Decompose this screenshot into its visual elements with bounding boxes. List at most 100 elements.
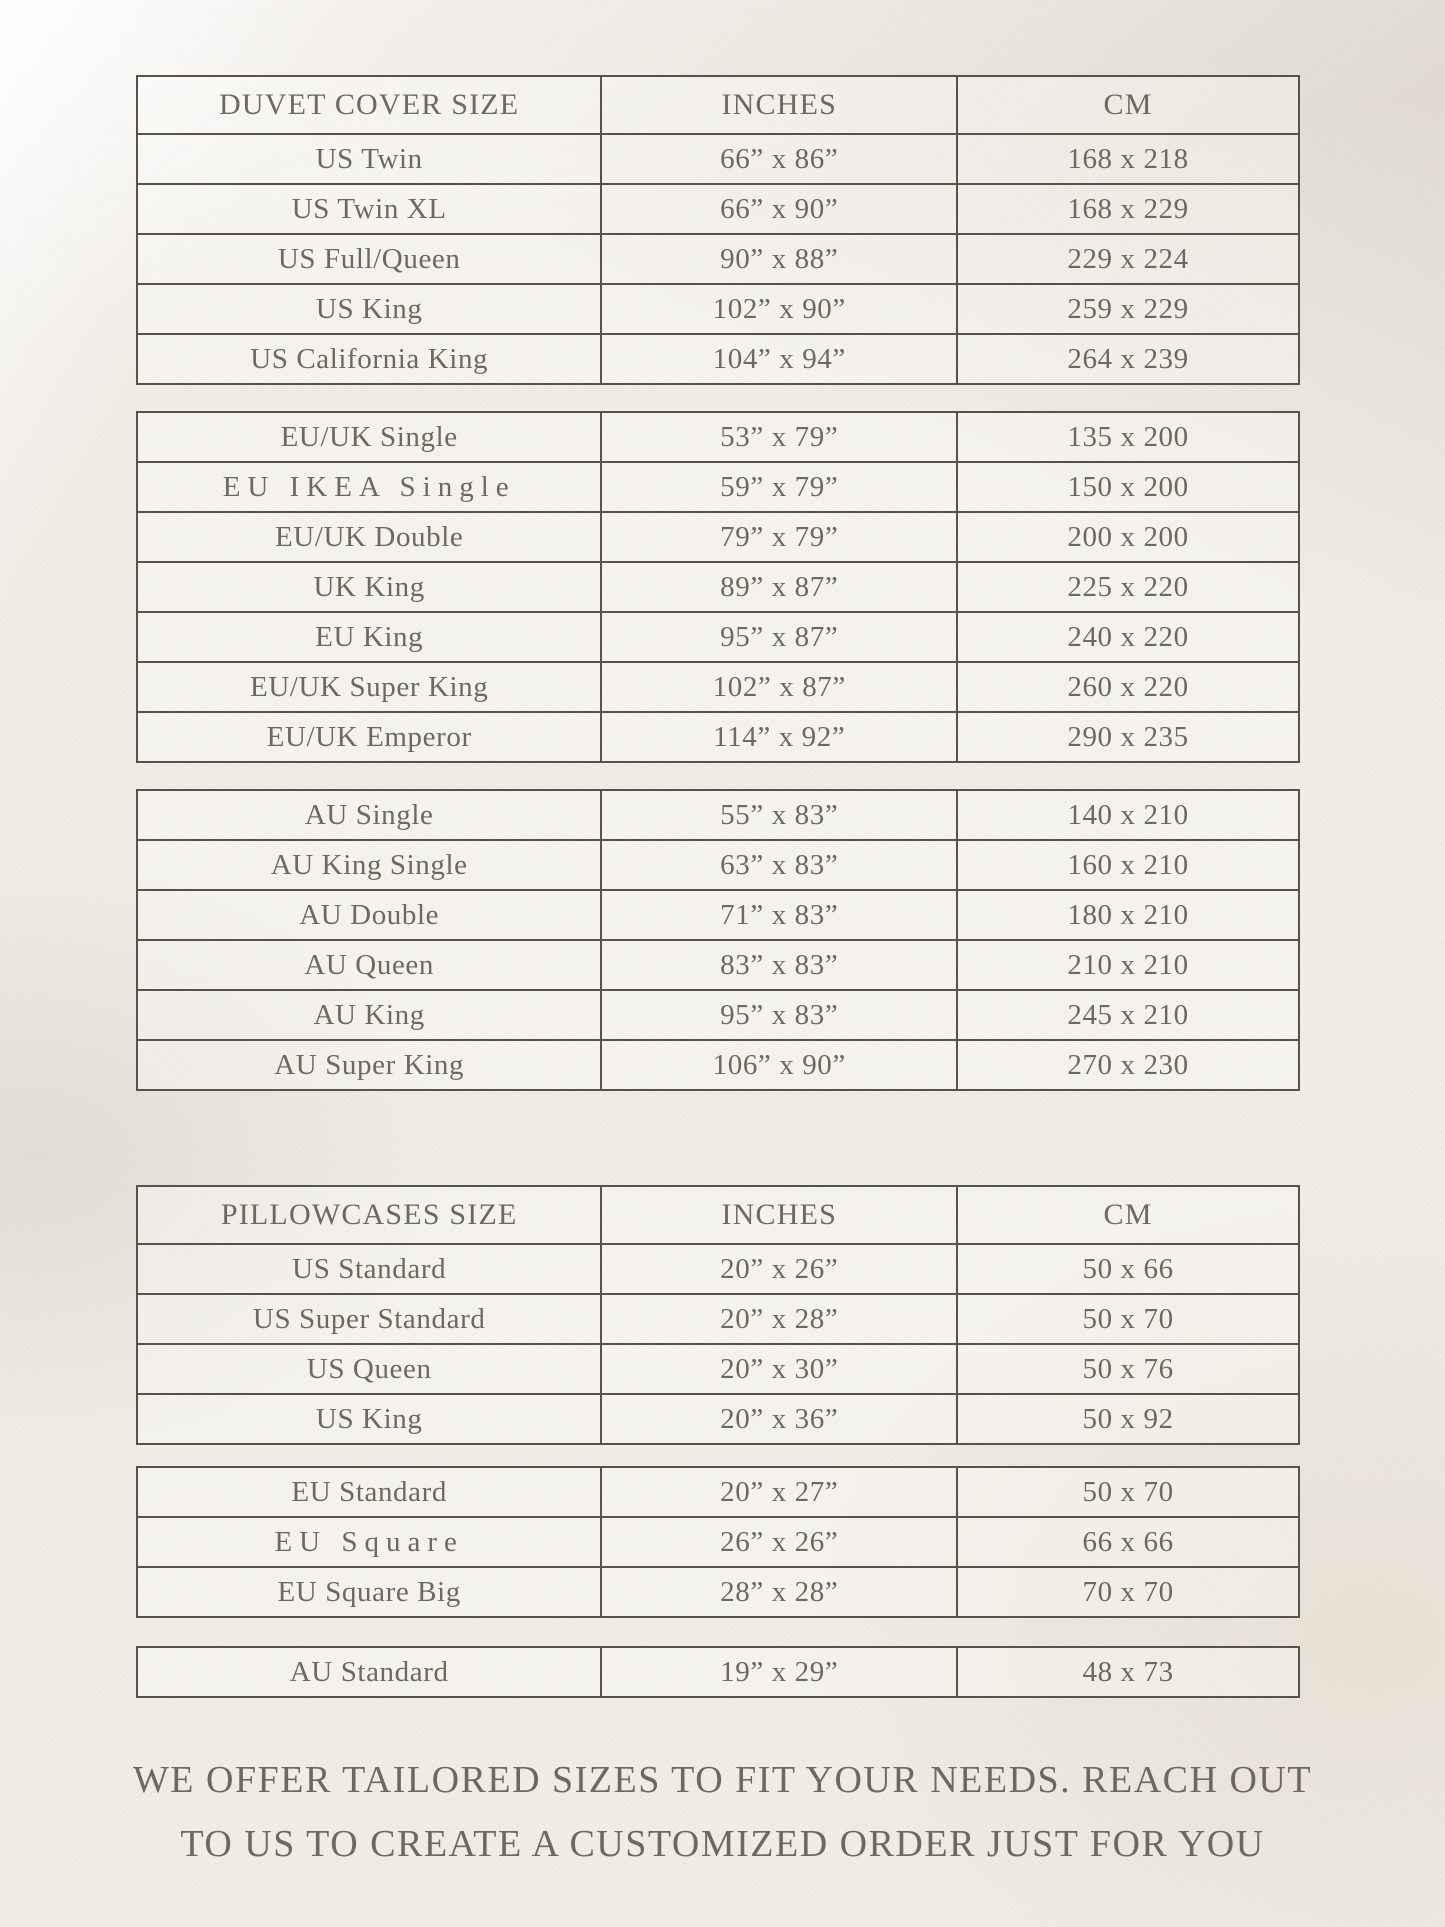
custom-order-note: WE OFFER TAILORED SIZES TO FIT YOUR NEED…	[0, 1748, 1445, 1876]
inches-cell: 83” x 83”	[600, 941, 956, 989]
size-name-cell: AU Double	[299, 898, 440, 931]
size-name-cell: US California King	[250, 342, 489, 375]
cm-cell: 50 x 76	[956, 1345, 1298, 1393]
cm-cell: 66 x 66	[956, 1518, 1298, 1566]
duvet-cover-size-table: DUVET COVER SIZE INCHES CM US Twin 66” x 86”…	[136, 75, 1300, 385]
size-name-cell: US Standard	[292, 1252, 447, 1285]
cm-cell: 150 x 200	[956, 463, 1298, 511]
table-row: US California King 104” x 94” 264 x 239	[138, 333, 1298, 383]
pillowcases-eu-size-table: EU Standard 20” x 27” 50 x 70 EU Square 26” …	[136, 1466, 1300, 1618]
size-name-cell: EU/UK Single	[280, 420, 458, 453]
table-row: EU/UK Super King 102” x 87” 260 x 220	[138, 661, 1298, 711]
size-name-cell: US King	[315, 1402, 423, 1435]
inches-cell: 106” x 90”	[600, 1041, 956, 1089]
cm-cell: 48 x 73	[956, 1648, 1298, 1696]
size-name-cell: AU Single	[304, 798, 434, 831]
size-name-cell: US Twin	[315, 142, 423, 175]
cm-cell: 70 x 70	[956, 1568, 1298, 1616]
inches-cell: 114” x 92”	[600, 713, 956, 761]
size-name-cell: US Super Standard	[252, 1302, 486, 1335]
table-row: EU IKEA Single 59” x 79” 150 x 200	[138, 461, 1298, 511]
cm-cell: 270 x 230	[956, 1041, 1298, 1089]
cm-cell: 180 x 210	[956, 891, 1298, 939]
size-name-cell: US King	[315, 292, 423, 325]
size-name-cell: EU Square Big	[277, 1575, 461, 1608]
table-row: AU Queen 83” x 83” 210 x 210	[138, 939, 1298, 989]
cm-cell: 50 x 66	[956, 1245, 1298, 1293]
inches-cell: 79” x 79”	[600, 513, 956, 561]
cm-cell: 259 x 229	[956, 285, 1298, 333]
table-row: EU King 95” x 87” 240 x 220	[138, 611, 1298, 661]
inches-cell: 55” x 83”	[600, 791, 956, 839]
inches-cell: 95” x 83”	[600, 991, 956, 1039]
size-name-cell: EU/UK Super King	[250, 670, 489, 703]
size-name-cell: UK King	[313, 570, 425, 603]
table-row: AU Super King 106” x 90” 270 x 230	[138, 1039, 1298, 1089]
size-name-cell: AU Standard	[289, 1655, 449, 1688]
size-name-header: PILLOWCASES SIZE	[220, 1198, 518, 1231]
custom-order-note-line2: TO US TO CREATE A CUSTOMIZED ORDER JUST …	[180, 1823, 1265, 1865]
cm-header: CM	[956, 1187, 1298, 1243]
size-name-cell: AU Super King	[274, 1048, 465, 1081]
table-row: EU Square 26” x 26” 66 x 66	[138, 1516, 1298, 1566]
inches-cell: 90” x 88”	[600, 235, 956, 283]
table-header-row: PILLOWCASES SIZE INCHES CM	[138, 1187, 1298, 1243]
cm-cell: 160 x 210	[956, 841, 1298, 889]
inches-header: INCHES	[600, 77, 956, 133]
table-row: EU Standard 20” x 27” 50 x 70	[138, 1468, 1298, 1516]
size-name-cell: AU Queen	[304, 948, 434, 981]
size-name-cell: EU/UK Emperor	[266, 720, 472, 753]
table-row: AU Single 55” x 83” 140 x 210	[138, 791, 1298, 839]
inches-cell: 19” x 29”	[600, 1648, 956, 1696]
inches-cell: 59” x 79”	[600, 463, 956, 511]
size-name-cell: US Twin XL	[291, 192, 447, 225]
table-row: AU King Single 63” x 83” 160 x 210	[138, 839, 1298, 889]
size-name-cell: AU King	[313, 998, 425, 1031]
inches-cell: 102” x 90”	[600, 285, 956, 333]
inches-cell: 20” x 30”	[600, 1345, 956, 1393]
cm-header: CM	[956, 77, 1298, 133]
table-row: EU Square Big 28” x 28” 70 x 70	[138, 1566, 1298, 1616]
inches-cell: 71” x 83”	[600, 891, 956, 939]
table-row: US Full/Queen 90” x 88” 229 x 224	[138, 233, 1298, 283]
inches-cell: 53” x 79”	[600, 413, 956, 461]
table-row: US King 102” x 90” 259 x 229	[138, 283, 1298, 333]
inches-cell: 104” x 94”	[600, 335, 956, 383]
cm-cell: 135 x 200	[956, 413, 1298, 461]
size-name-cell: EU King	[315, 620, 424, 653]
duvet-eu-uk-size-table: EU/UK Single 53” x 79” 135 x 200 EU IKEA Si…	[136, 411, 1300, 763]
pillowcases-size-table: PILLOWCASES SIZE INCHES CM US Standard 20” x…	[136, 1185, 1300, 1445]
cm-cell: 245 x 210	[956, 991, 1298, 1039]
table-row: AU King 95” x 83” 245 x 210	[138, 989, 1298, 1039]
cm-cell: 290 x 235	[956, 713, 1298, 761]
size-name-header: DUVET COVER SIZE	[219, 88, 520, 121]
table-row: EU/UK Emperor 114” x 92” 290 x 235	[138, 711, 1298, 761]
table-row: US Queen 20” x 30” 50 x 76	[138, 1343, 1298, 1393]
table-row: US Super Standard 20” x 28” 50 x 70	[138, 1293, 1298, 1343]
inches-cell: 66” x 86”	[600, 135, 956, 183]
size-name-cell: EU IKEA Single	[222, 470, 516, 503]
inches-cell: 102” x 87”	[600, 663, 956, 711]
size-name-cell: US Queen	[306, 1352, 432, 1385]
cm-cell: 140 x 210	[956, 791, 1298, 839]
inches-cell: 95” x 87”	[600, 613, 956, 661]
cm-cell: 50 x 70	[956, 1295, 1298, 1343]
cm-cell: 229 x 224	[956, 235, 1298, 283]
cm-cell: 225 x 220	[956, 563, 1298, 611]
inches-cell: 20” x 26”	[600, 1245, 956, 1293]
table-row: US Twin XL 66” x 90” 168 x 229	[138, 183, 1298, 233]
cm-cell: 168 x 218	[956, 135, 1298, 183]
inches-cell: 20” x 27”	[600, 1468, 956, 1516]
inches-cell: 20” x 28”	[600, 1295, 956, 1343]
table-row: US Standard 20” x 26” 50 x 66	[138, 1243, 1298, 1293]
inches-cell: 89” x 87”	[600, 563, 956, 611]
inches-cell: 28” x 28”	[600, 1568, 956, 1616]
table-row: EU/UK Double 79” x 79” 200 x 200	[138, 511, 1298, 561]
pillowcases-au-size-table: AU Standard 19” x 29” 48 x 73	[136, 1646, 1300, 1698]
inches-cell: 20” x 36”	[600, 1395, 956, 1443]
table-row: AU Standard 19” x 29” 48 x 73	[138, 1648, 1298, 1696]
cm-cell: 50 x 92	[956, 1395, 1298, 1443]
size-name-cell: AU King Single	[270, 848, 468, 881]
inches-cell: 66” x 90”	[600, 185, 956, 233]
size-name-cell: EU Square	[274, 1525, 464, 1558]
